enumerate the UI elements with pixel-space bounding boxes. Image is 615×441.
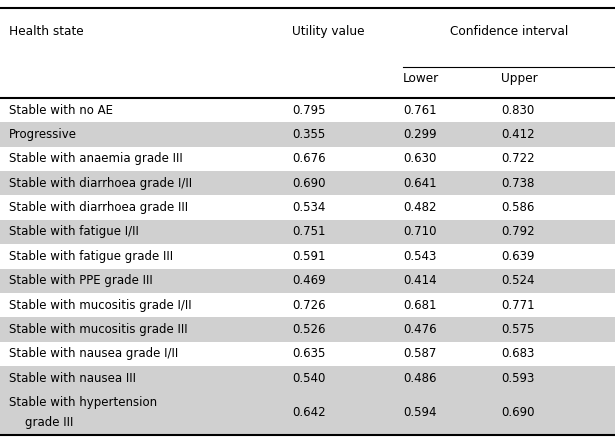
Text: Stable with mucositis grade I/II: Stable with mucositis grade I/II <box>9 299 192 312</box>
Text: 0.587: 0.587 <box>403 348 436 360</box>
Text: 0.543: 0.543 <box>403 250 436 263</box>
Text: Stable with fatigue grade III: Stable with fatigue grade III <box>9 250 173 263</box>
Text: 0.738: 0.738 <box>501 177 534 190</box>
Text: 0.722: 0.722 <box>501 153 535 165</box>
Text: 0.594: 0.594 <box>403 406 436 419</box>
Text: Stable with fatigue I/II: Stable with fatigue I/II <box>9 225 139 239</box>
Text: 0.761: 0.761 <box>403 104 437 117</box>
Text: 0.792: 0.792 <box>501 225 535 239</box>
Text: Confidence interval: Confidence interval <box>450 25 568 38</box>
Text: Stable with no AE: Stable with no AE <box>9 104 113 117</box>
Bar <box>0 220 615 244</box>
Text: Progressive: Progressive <box>9 128 77 141</box>
Text: 0.526: 0.526 <box>292 323 325 336</box>
Text: Stable with PPE grade III: Stable with PPE grade III <box>9 274 153 287</box>
Bar <box>0 171 615 195</box>
Text: 0.681: 0.681 <box>403 299 436 312</box>
Bar <box>0 269 615 293</box>
Text: 0.641: 0.641 <box>403 177 437 190</box>
Text: 0.299: 0.299 <box>403 128 437 141</box>
Text: Lower: Lower <box>403 72 439 85</box>
Text: Stable with diarrhoea grade III: Stable with diarrhoea grade III <box>9 201 188 214</box>
Text: Health state: Health state <box>9 25 84 38</box>
Text: 0.690: 0.690 <box>501 406 534 419</box>
Text: 0.486: 0.486 <box>403 372 436 385</box>
Text: 0.771: 0.771 <box>501 299 535 312</box>
Text: 0.639: 0.639 <box>501 250 534 263</box>
Text: 0.586: 0.586 <box>501 201 534 214</box>
Text: 0.751: 0.751 <box>292 225 325 239</box>
Text: 0.469: 0.469 <box>292 274 326 287</box>
Text: 0.575: 0.575 <box>501 323 534 336</box>
Text: Stable with hypertension: Stable with hypertension <box>9 396 157 409</box>
Bar <box>0 366 615 390</box>
Text: 0.830: 0.830 <box>501 104 534 117</box>
Bar <box>0 390 615 435</box>
Text: 0.476: 0.476 <box>403 323 437 336</box>
Bar <box>0 317 615 342</box>
Text: 0.726: 0.726 <box>292 299 326 312</box>
Text: 0.414: 0.414 <box>403 274 437 287</box>
Text: Stable with nausea grade I/II: Stable with nausea grade I/II <box>9 348 178 360</box>
Text: 0.540: 0.540 <box>292 372 325 385</box>
Text: 0.591: 0.591 <box>292 250 325 263</box>
Text: 0.355: 0.355 <box>292 128 325 141</box>
Text: 0.710: 0.710 <box>403 225 436 239</box>
Text: 0.630: 0.630 <box>403 153 436 165</box>
Text: 0.482: 0.482 <box>403 201 436 214</box>
Text: Upper: Upper <box>501 72 538 85</box>
Text: 0.642: 0.642 <box>292 406 326 419</box>
Text: Stable with diarrhoea grade I/II: Stable with diarrhoea grade I/II <box>9 177 192 190</box>
Text: Utility value: Utility value <box>292 25 365 38</box>
Bar <box>0 122 615 147</box>
Text: Stable with anaemia grade III: Stable with anaemia grade III <box>9 153 183 165</box>
Text: 0.795: 0.795 <box>292 104 325 117</box>
Text: 0.412: 0.412 <box>501 128 535 141</box>
Text: Stable with mucositis grade III: Stable with mucositis grade III <box>9 323 188 336</box>
Text: 0.524: 0.524 <box>501 274 534 287</box>
Text: 0.690: 0.690 <box>292 177 325 190</box>
Text: 0.683: 0.683 <box>501 348 534 360</box>
Text: 0.676: 0.676 <box>292 153 326 165</box>
Text: grade III: grade III <box>25 416 73 429</box>
Text: 0.534: 0.534 <box>292 201 325 214</box>
Text: 0.593: 0.593 <box>501 372 534 385</box>
Text: Stable with nausea III: Stable with nausea III <box>9 372 137 385</box>
Text: 0.635: 0.635 <box>292 348 325 360</box>
